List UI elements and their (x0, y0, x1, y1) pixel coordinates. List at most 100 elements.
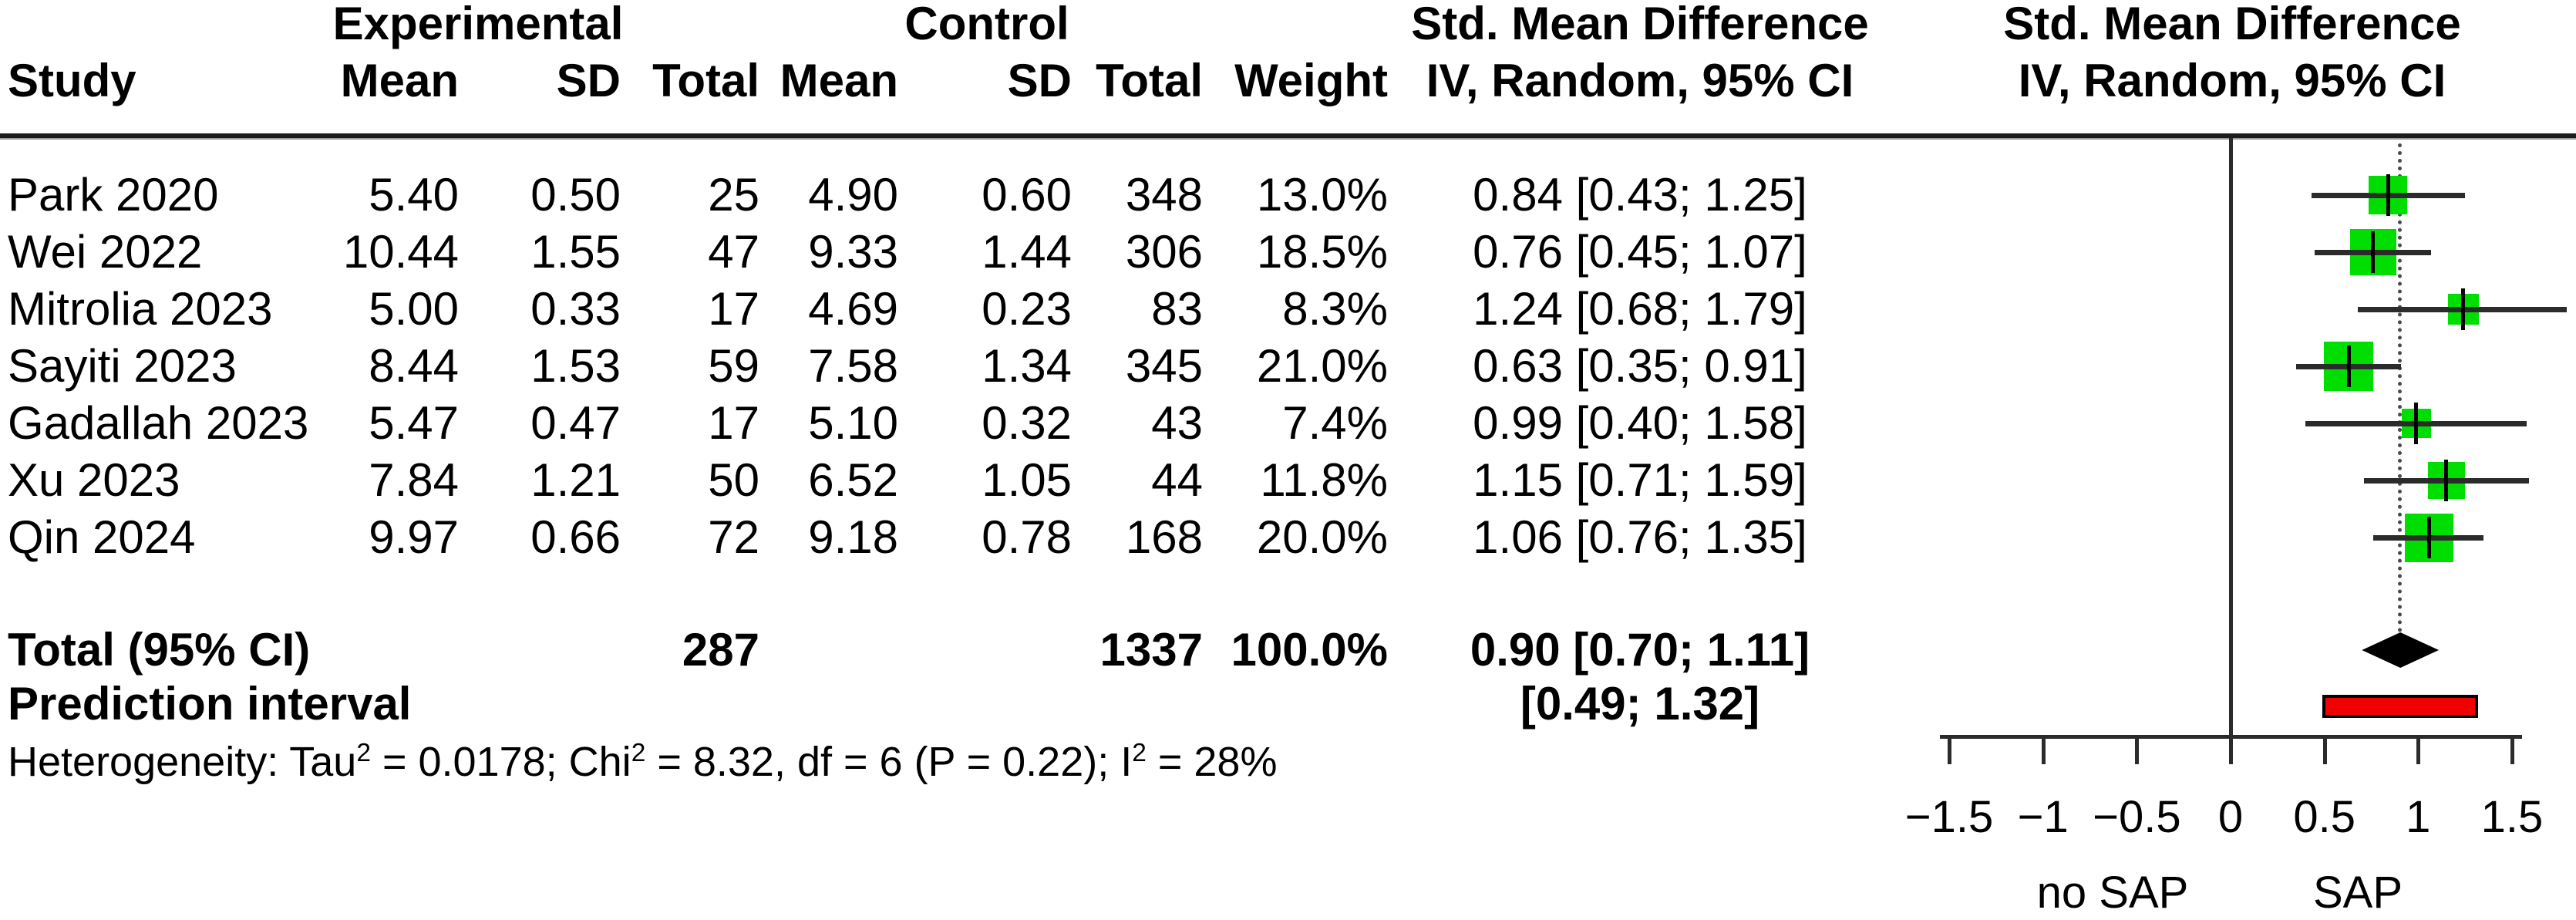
exp-total: 25 (708, 169, 759, 221)
table-row: Sayiti 2023 8.44 1.53 59 7.58 1.34 345 2… (0, 338, 2576, 395)
smd-ci-text: 0.76 [0.45; 1.07] (1473, 226, 1807, 278)
ctl-mean: 4.69 (808, 283, 898, 335)
exp-total: 72 (708, 511, 759, 563)
study-name: Wei 2022 (8, 226, 203, 278)
col-header-exp-total: Total (652, 55, 759, 106)
ctl-sd: 0.78 (982, 511, 1072, 563)
axis-tick (2041, 735, 2046, 764)
pooled-diamond (2362, 632, 2440, 668)
axis-tick-label: 0 (2217, 792, 2244, 842)
heterogeneity-text: Heterogeneity: Tau2 = 0.0178; Chi2 = 8.3… (8, 739, 1278, 785)
smd-ci-text: 0.63 [0.35; 0.91] (1473, 340, 1807, 392)
pooled-dotted-line (2397, 143, 2402, 632)
header-experimental: Experimental (332, 0, 624, 49)
prediction-interval-bar (2322, 695, 2479, 718)
col-header-exp-sd: SD (556, 55, 621, 106)
ctl-sd: 1.05 (982, 454, 1072, 506)
study-name: Mitrolia 2023 (8, 283, 273, 335)
exp-mean: 8.44 (369, 340, 459, 392)
null-line (2229, 138, 2233, 735)
total-ctl-total: 1337 (1099, 624, 1203, 676)
ctl-total: 168 (1125, 511, 1203, 563)
axis-tick (2510, 735, 2514, 764)
estimate-tick (2461, 288, 2466, 330)
col-header-ctl-sd: SD (1007, 55, 1072, 106)
smd-ci-text: 0.99 [0.40; 1.58] (1473, 397, 1807, 449)
exp-mean: 5.47 (369, 397, 459, 449)
ctl-mean: 9.18 (808, 511, 898, 563)
ctl-total: 348 (1125, 169, 1203, 221)
axis-tick-label: −0.5 (2093, 792, 2181, 842)
total-weight: 100.0% (1231, 624, 1389, 676)
smd-ci-text: 0.84 [0.43; 1.25] (1473, 169, 1807, 221)
estimate-tick (2427, 517, 2432, 558)
estimate-tick (2386, 174, 2390, 216)
exp-mean: 5.00 (369, 283, 459, 335)
weight: 8.3% (1282, 283, 1388, 335)
weight: 7.4% (1282, 397, 1388, 449)
ctl-sd: 1.34 (982, 340, 1072, 392)
axis-tick (2229, 735, 2233, 764)
col-header-iv-plot: IV, Random, 95% CI (2018, 55, 2446, 106)
table-row: Gadallah 2023 5.47 0.47 17 5.10 0.32 43 … (0, 395, 2576, 452)
exp-mean: 7.84 (369, 454, 459, 506)
study-name: Gadallah 2023 (8, 397, 309, 449)
weight: 13.0% (1256, 169, 1388, 221)
study-name: Xu 2023 (8, 454, 180, 506)
ctl-total: 306 (1125, 226, 1203, 278)
table-row: Mitrolia 2023 5.00 0.33 17 4.69 0.23 83 … (0, 281, 2576, 338)
exp-sd: 1.53 (530, 340, 621, 392)
smd-ci-text: 1.06 [0.76; 1.35] (1473, 511, 1807, 563)
exp-total: 47 (708, 226, 759, 278)
exp-sd: 1.21 (530, 454, 621, 506)
study-name: Qin 2024 (8, 511, 196, 563)
axis-tick (2135, 735, 2140, 764)
axis-group-label-left: no SAP (2036, 868, 2189, 918)
table-row: Xu 2023 7.84 1.21 50 6.52 1.05 44 11.8% … (0, 452, 2576, 509)
total-smd-ci-text: 0.90 [0.70; 1.11] (1470, 624, 1810, 676)
study-name: Sayiti 2023 (8, 340, 237, 392)
header-smd-plot: Std. Mean Difference (2003, 0, 2461, 49)
header-smd: Std. Mean Difference (1411, 0, 1869, 49)
ctl-sd: 0.60 (982, 169, 1072, 221)
total-row: Total (95% CI) 287 1337 100.0% 0.90 [0.7… (0, 622, 2576, 679)
ctl-total: 83 (1151, 283, 1203, 335)
estimate-tick (2444, 460, 2449, 501)
total-exp-total: 287 (682, 624, 759, 676)
axis-tick (1948, 735, 1952, 764)
exp-sd: 0.66 (530, 511, 621, 563)
study-name: Park 2020 (8, 169, 219, 221)
weight: 18.5% (1256, 226, 1388, 278)
header-rule (0, 133, 2576, 140)
col-header-exp-mean: Mean (340, 55, 459, 106)
axis-tick (2322, 735, 2327, 764)
weight: 11.8% (1260, 454, 1388, 506)
exp-total: 17 (708, 397, 759, 449)
exp-total: 59 (708, 340, 759, 392)
col-header-study: Study (8, 55, 136, 106)
prediction-row: Prediction interval [0.49; 1.32] (0, 676, 2576, 733)
ctl-sd: 0.32 (982, 397, 1072, 449)
header-control: Control (904, 0, 1069, 49)
ctl-mean: 6.52 (808, 454, 898, 506)
exp-total: 17 (708, 283, 759, 335)
smd-ci-text: 1.24 [0.68; 1.79] (1473, 283, 1807, 335)
ctl-total: 345 (1125, 340, 1203, 392)
ctl-total: 44 (1151, 454, 1203, 506)
total-label: Total (95% CI) (8, 624, 311, 676)
table-row: Qin 2024 9.97 0.66 72 9.18 0.78 168 20.0… (0, 509, 2576, 566)
estimate-tick (2346, 345, 2351, 387)
prediction-label: Prediction interval (8, 678, 412, 730)
ctl-sd: 0.23 (982, 283, 1072, 335)
weight: 21.0% (1256, 340, 1388, 392)
ctl-mean: 5.10 (808, 397, 898, 449)
col-header-ctl-total: Total (1096, 55, 1203, 106)
col-header-weight: Weight (1234, 55, 1388, 106)
weight: 20.0% (1256, 511, 1388, 563)
ctl-mean: 7.58 (808, 340, 898, 392)
axis-tick (2416, 735, 2421, 764)
header-columns-row: Study Mean SD Total Mean SD Total Weight… (0, 57, 2576, 105)
header-group-row: Experimental Control Std. Mean Differenc… (0, 0, 2576, 48)
